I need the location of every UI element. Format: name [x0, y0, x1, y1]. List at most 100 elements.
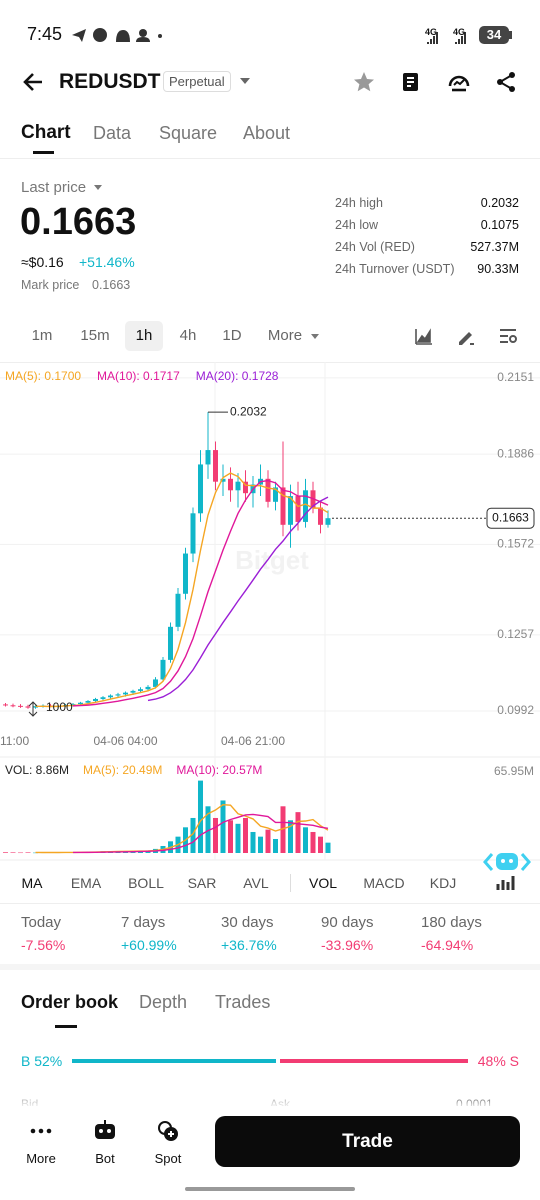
candle-body	[190, 513, 196, 554]
tab-indicator	[33, 151, 54, 154]
tab[interactable]: Chart	[21, 122, 71, 143]
network-label: 4G	[425, 27, 438, 37]
candle-body	[93, 698, 98, 701]
dropdown-caret	[94, 185, 102, 190]
volume-bar	[303, 827, 308, 853]
favorite-button[interactable]	[352, 70, 376, 94]
high-marker-label: 0.2032	[230, 404, 267, 418]
period-change: +60.99%	[121, 937, 177, 953]
draw-button[interactable]	[456, 326, 476, 346]
orderbook-tab[interactable]: Trades	[215, 992, 271, 1012]
period-label: 180 days	[421, 914, 482, 931]
bot-icon[interactable]	[93, 1120, 117, 1142]
symbol: REDUSDT	[59, 70, 161, 93]
indicator-tab[interactable]: EMA	[70, 875, 102, 891]
indicator-tab[interactable]: MA	[21, 875, 43, 891]
period-label: 90 days	[321, 914, 374, 931]
chart-type-button[interactable]	[414, 326, 434, 346]
interval[interactable]: 1h	[135, 327, 153, 344]
settings-button[interactable]	[498, 326, 518, 346]
nav-label[interactable]: Bot	[95, 1151, 115, 1166]
volume-bar	[235, 823, 241, 853]
last-price: 0.1663	[20, 201, 137, 243]
interval[interactable]: 1D	[222, 327, 242, 344]
candle-body	[318, 507, 323, 525]
candle-body	[220, 478, 226, 482]
stat-value: 0.1075	[480, 218, 519, 232]
ma-label: MA(10): 0.1717	[97, 369, 180, 383]
trade-button[interactable]	[215, 1116, 520, 1167]
candle-body	[10, 705, 16, 707]
candle-body	[18, 705, 23, 707]
candle-body	[168, 626, 173, 660]
buy-ratio-label: B 52%	[21, 1053, 63, 1069]
volume-bar	[3, 852, 8, 853]
nav-label[interactable]: Spot	[154, 1151, 182, 1166]
spot-icon[interactable]	[156, 1119, 180, 1143]
price-change: +51.46%	[79, 254, 135, 270]
volume-bar	[243, 817, 248, 853]
candle-body	[25, 706, 31, 708]
interval[interactable]: 1m	[31, 327, 53, 344]
candle-body	[145, 686, 151, 690]
candle-body	[325, 518, 331, 525]
candle-body	[243, 481, 248, 494]
candle-body	[70, 704, 76, 706]
battery-level: 34	[486, 27, 502, 42]
status-icons	[72, 28, 162, 42]
indicator-tab[interactable]: AVL	[243, 875, 269, 891]
candle-body	[85, 700, 91, 703]
stat-value: 0.2032	[480, 196, 519, 210]
volume-bar	[250, 831, 256, 853]
candle-body	[198, 464, 203, 514]
volume-bar	[10, 852, 16, 853]
volume-bar	[258, 836, 263, 853]
symbol-dropdown[interactable]	[240, 77, 250, 85]
ratio-bar	[72, 1059, 468, 1063]
tab[interactable]: Data	[93, 123, 132, 143]
candle-body	[213, 450, 218, 482]
nav-label[interactable]: More	[26, 1151, 56, 1166]
notes-button[interactable]	[400, 71, 422, 93]
ma-line	[72, 479, 329, 707]
back-button[interactable]	[22, 70, 46, 94]
candle-body	[108, 695, 113, 698]
period-change: -7.56%	[21, 937, 66, 953]
candle-body	[130, 690, 136, 693]
candle-body	[160, 659, 166, 680]
interval[interactable]: 15m	[80, 327, 110, 344]
volume-bar	[213, 817, 218, 853]
period-label: 7 days	[121, 914, 166, 931]
x-tick-label: 04-06 21:00	[221, 734, 285, 748]
assistant-button[interactable]	[482, 848, 532, 894]
share-button[interactable]	[494, 70, 518, 94]
interval[interactable]: More	[267, 327, 303, 344]
volume-bar	[265, 829, 271, 853]
orderbook-tab[interactable]: Depth	[139, 992, 188, 1012]
tab[interactable]: About	[243, 123, 291, 143]
ma-line	[35, 472, 329, 708]
candle-body	[205, 450, 211, 465]
period-change: +36.76%	[221, 937, 277, 953]
indicator-tab[interactable]: MACD	[363, 875, 405, 891]
watermark: Bitget	[235, 545, 309, 575]
period-label: 30 days	[221, 914, 274, 931]
indicator-tab[interactable]: VOL	[308, 875, 337, 891]
network-label: 4G	[453, 27, 466, 37]
interval-active-bg	[125, 321, 163, 351]
volume-bar	[190, 817, 196, 853]
alert-button[interactable]	[447, 70, 471, 94]
tab[interactable]: Square	[159, 123, 218, 143]
candle-body	[265, 478, 271, 502]
usd-price: ≈$0.16	[21, 254, 64, 270]
more-icon[interactable]	[29, 1122, 53, 1140]
orderbook-tab[interactable]: Order book	[21, 992, 119, 1012]
trade-button-label[interactable]: Trade	[342, 1131, 393, 1152]
interval[interactable]: 4h	[179, 327, 197, 344]
y-tick-label: 0.2151	[497, 370, 534, 384]
divider	[0, 158, 540, 159]
indicator-tab[interactable]: KDJ	[429, 875, 457, 891]
indicator-tab[interactable]: BOLL	[128, 875, 164, 891]
indicator-tab[interactable]: SAR	[187, 875, 217, 891]
